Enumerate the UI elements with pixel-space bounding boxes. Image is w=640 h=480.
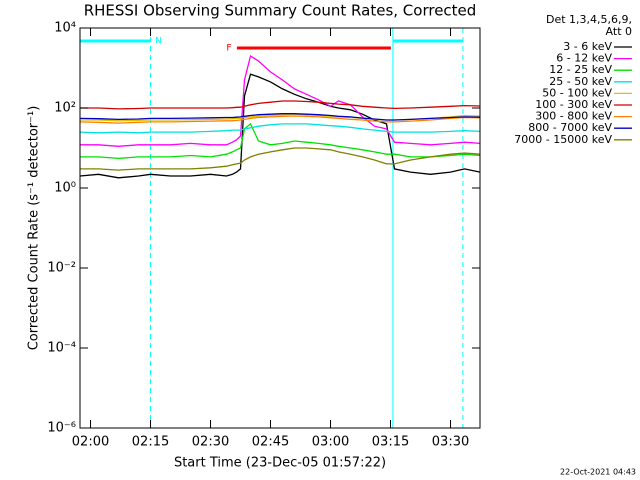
interval-label: N <box>155 37 162 47</box>
chart-title: RHESSI Observing Summary Count Rates, Co… <box>84 2 477 20</box>
series-line <box>80 122 481 160</box>
x-tick-label: 02:30 <box>192 435 229 450</box>
x-tick-label: 02:15 <box>132 435 169 450</box>
y-tick-label: 10² <box>54 101 76 116</box>
series-line <box>80 115 481 124</box>
x-axis-label: Start Time (23-Dec-05 01:57:22) <box>174 456 386 471</box>
legend-label: 6 - 12 keV <box>556 52 612 65</box>
legend-label: 7000 - 15000 keV <box>514 133 612 146</box>
plot-frame <box>79 27 481 429</box>
timestamp: 22-Oct-2021 04:43 <box>560 468 636 477</box>
y-tick-label: 10⁻⁴ <box>47 341 76 356</box>
series-line <box>80 113 481 121</box>
x-tick-label: 03:00 <box>312 435 349 450</box>
series-line <box>80 123 481 134</box>
series-line <box>80 73 481 179</box>
y-tick-label: 10⁻² <box>47 261 76 276</box>
legend-label: 3 - 6 keV <box>563 40 612 53</box>
series-line <box>80 54 481 147</box>
legend-title: Det 1,3,4,5,6,9, <box>546 13 632 26</box>
x-tick-label: 02:45 <box>252 435 289 450</box>
legend-label: 300 - 800 keV <box>535 110 612 123</box>
legend-label: 12 - 25 keV <box>549 63 612 76</box>
y-tick-label: 10⁰ <box>54 181 76 196</box>
legend-label: 50 - 100 keV <box>542 86 612 99</box>
legend-label: 800 - 7000 keV <box>528 121 612 134</box>
series-line <box>80 147 481 171</box>
series-line <box>80 100 481 110</box>
y-tick-label: 10⁴ <box>54 21 76 36</box>
legend-label: 100 - 300 keV <box>535 98 612 111</box>
y-tick-label: 10⁻⁶ <box>47 421 76 436</box>
legend-label: 25 - 50 keV <box>549 75 612 88</box>
x-tick-label: 03:30 <box>432 435 469 450</box>
interval-label: F <box>226 44 231 54</box>
x-tick-label: 03:15 <box>372 435 409 450</box>
legend-title: Att 0 <box>606 25 632 38</box>
x-tick-label: 02:00 <box>72 435 109 450</box>
y-axis-label: Corrected Count Rate (s⁻¹ detector⁻¹) <box>27 106 42 351</box>
